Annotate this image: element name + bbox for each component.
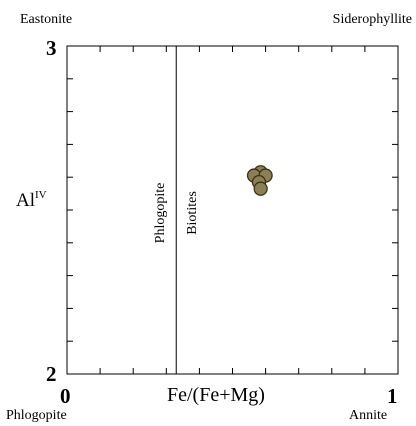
y-max-label: 3 — [46, 36, 57, 60]
corner-label-top-left: Eastonite — [20, 12, 73, 27]
corner-label-bottom-right: Annite — [349, 408, 388, 423]
corner-label-bottom-left: Phlogopite — [6, 408, 67, 423]
y-axis-label-sup: IV — [35, 189, 47, 201]
divider-label-phlogopite: Phlogopite — [153, 183, 168, 244]
y-min-label: 2 — [46, 362, 57, 386]
corner-label-top-right: Siderophyllite — [332, 12, 412, 27]
divider-label-biotites: Biotites — [185, 191, 200, 235]
x-axis-label: Fe/(Fe+Mg) — [167, 384, 265, 406]
x-min-label: 0 — [60, 384, 71, 408]
y-axis-label: AlIV — [16, 189, 47, 212]
y-axis-label-base: Al — [16, 190, 35, 211]
data-point — [253, 181, 268, 196]
x-max-label: 1 — [387, 384, 398, 408]
plot-frame — [66, 45, 399, 375]
